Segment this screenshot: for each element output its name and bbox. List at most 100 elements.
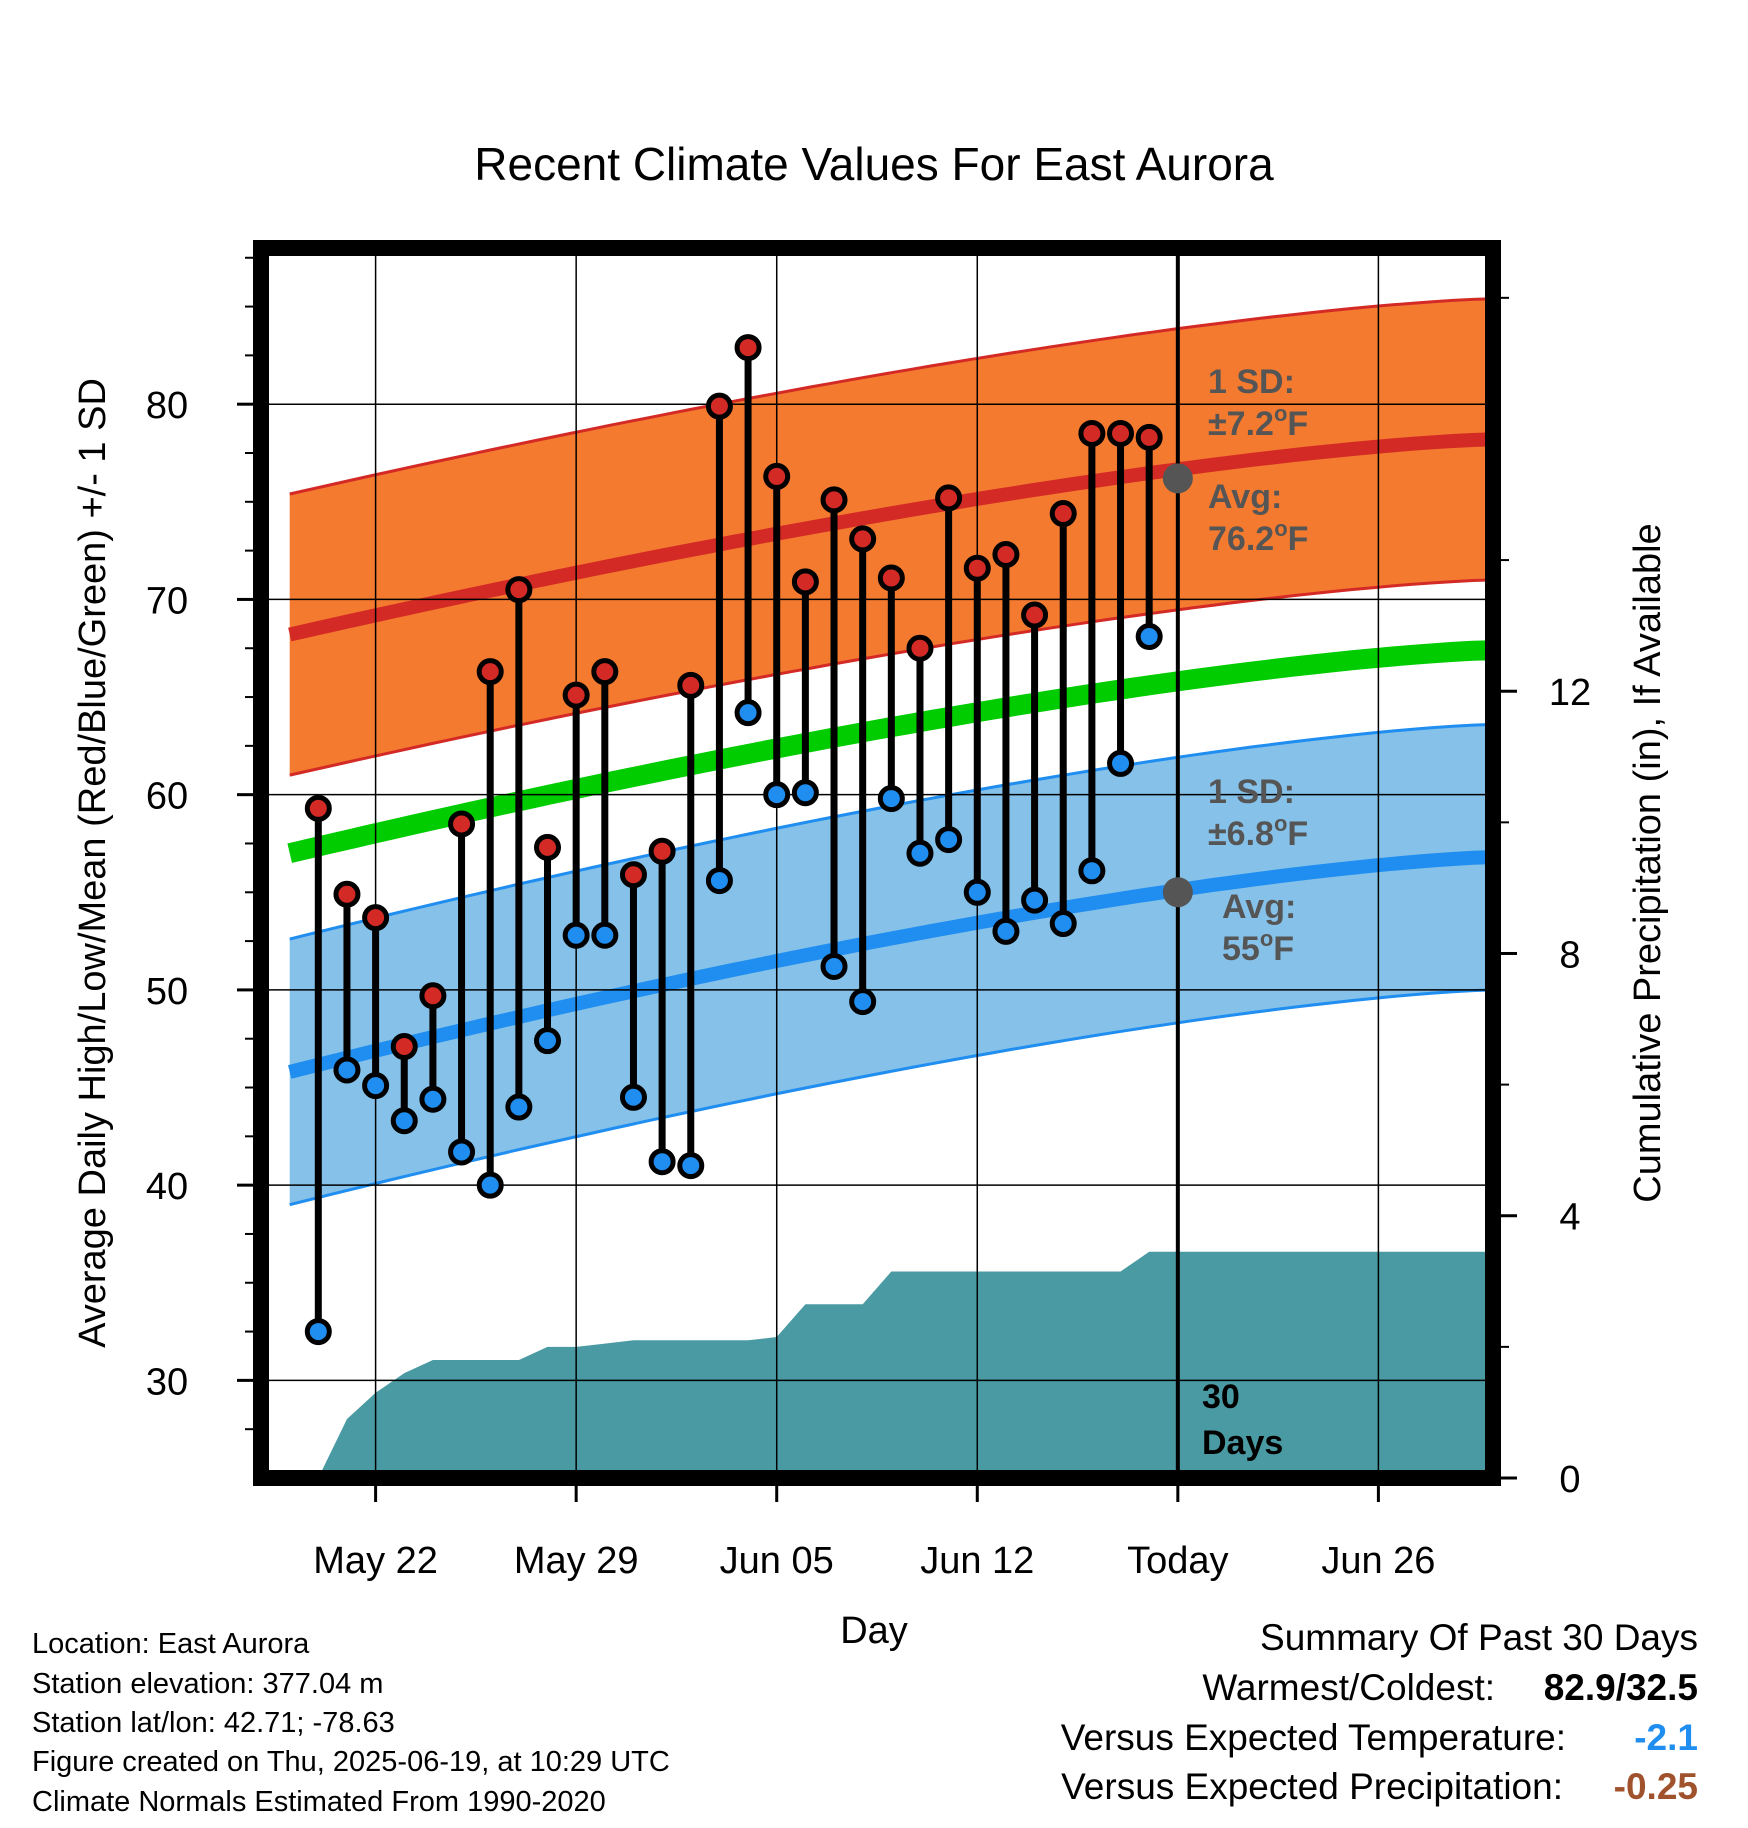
x-tick-label: May 22 (313, 1540, 438, 1582)
high-point (677, 671, 705, 699)
high-normal-band (289, 298, 1494, 776)
low-point (877, 785, 905, 813)
low-point (304, 1318, 332, 1346)
low-point (1049, 910, 1077, 938)
low-point (849, 988, 877, 1016)
low-point (505, 1093, 533, 1121)
low-point (1107, 749, 1135, 777)
high-point (734, 334, 762, 362)
high-point (476, 658, 504, 686)
low-point (963, 878, 991, 906)
low-avg-today-marker (1162, 877, 1193, 908)
low-point (935, 826, 963, 854)
high-point (648, 837, 676, 865)
high-point (1135, 423, 1163, 451)
station-elevation: Station elevation: 377.04 m (32, 1668, 383, 1700)
window-annotation: 30 Days (1202, 1378, 1283, 1462)
low-avg-text: 55oF (1222, 926, 1294, 968)
high-point (562, 681, 590, 709)
y-right-tick-label: 8 (1559, 934, 1580, 976)
plot-area (287, 297, 1494, 1478)
high-point (1107, 419, 1135, 447)
high-normal-band-upper-edge (289, 297, 1494, 496)
high-point (505, 576, 533, 604)
y-right-tick-label: 0 (1559, 1459, 1580, 1501)
low-point (562, 921, 590, 949)
high-point (906, 634, 934, 662)
high-normal-line (288, 432, 1494, 642)
x-axis-label: Day (840, 1610, 908, 1652)
axis-ticks (237, 256, 1517, 1502)
low-point (362, 1072, 390, 1100)
high-point (763, 462, 791, 490)
high-low-stems (314, 347, 1153, 1332)
x-tick-label: May 29 (514, 1540, 639, 1582)
high-point (304, 794, 332, 822)
low-point (619, 1083, 647, 1111)
low-point (677, 1152, 705, 1180)
high-point (390, 1033, 418, 1061)
high-point (591, 658, 619, 686)
chart-title: Recent Climate Values For East Aurora (474, 138, 1274, 190)
high-sd-label: 1 SD: (1208, 363, 1295, 401)
low-point (906, 839, 934, 867)
y-left-tick-label: 80 (146, 385, 188, 427)
low-point (390, 1107, 418, 1135)
window-days-number: 30 (1202, 1378, 1240, 1416)
figure-created: Figure created on Thu, 2025-06-19, at 10… (32, 1746, 670, 1778)
low-sd-text: ±6.8oF (1208, 811, 1308, 853)
high-avg-text: 76.2oF (1208, 516, 1308, 558)
high-sd-text: ±7.2oF (1208, 401, 1308, 443)
low-point (591, 921, 619, 949)
high-avg-label: Avg: (1208, 478, 1282, 516)
high-point (448, 810, 476, 838)
y-axis-left-label: Average Daily High/Low/Mean (Red/Blue/Gr… (72, 378, 114, 1348)
low-point (1021, 886, 1049, 914)
temp-departure-label: Versus Expected Temperature: (1061, 1717, 1566, 1758)
y-right-tick-label: 4 (1559, 1197, 1580, 1239)
high-point (849, 525, 877, 553)
x-tick-label: Jun 12 (920, 1540, 1034, 1582)
precipitation-area (318, 1251, 1493, 1478)
tick-labels: 30 40 50 60 70 80 0 4 8 12 May 22 May 29 Jun 05 Jun 1… (146, 385, 1591, 1582)
x-tick-label: Jun 26 (1321, 1540, 1435, 1582)
window-days-unit: Days (1202, 1424, 1283, 1462)
climate-normals: Climate Normals Estimated From 1990-2020 (32, 1786, 606, 1818)
x-tick-label: Today (1127, 1540, 1228, 1582)
high-point (791, 568, 819, 596)
station-location: Location: East Aurora (32, 1628, 310, 1660)
y-left-tick-label: 60 (146, 776, 188, 818)
high-point (935, 484, 963, 512)
temp-departure-value: -2.1 (1634, 1717, 1698, 1758)
y-left-tick-label: 50 (146, 971, 188, 1013)
high-point (705, 392, 733, 420)
low-point (992, 917, 1020, 945)
high-avg-today-marker (1162, 463, 1193, 494)
low-point (534, 1027, 562, 1055)
high-point (534, 833, 562, 861)
high-point (820, 486, 848, 514)
high-point (1049, 500, 1077, 528)
precip-departure-value: -0.25 (1614, 1766, 1698, 1807)
low-point (820, 952, 848, 980)
plot-frame (253, 240, 1501, 1486)
low-sd-label: 1 SD: (1208, 773, 1295, 811)
low-avg-label: Avg: (1222, 888, 1296, 926)
low-point (763, 781, 791, 809)
warm-cold-value: 82.9/32.5 (1544, 1667, 1698, 1708)
high-point (963, 554, 991, 582)
precip-departure-label: Versus Expected Precipitation: (1061, 1766, 1563, 1807)
low-point (476, 1171, 504, 1199)
station-latlon: Station lat/lon: 42.71; -78.63 (32, 1707, 395, 1739)
y-left-tick-label: 30 (146, 1361, 188, 1403)
high-normal-annotation: 1 SD: ±7.2oF Avg: 76.2oF (1208, 363, 1308, 558)
summary-title: Summary Of Past 30 Days (1260, 1617, 1698, 1658)
y-left-tick-label: 40 (146, 1166, 188, 1208)
high-point (619, 861, 647, 889)
low-point (333, 1056, 361, 1084)
high-point (362, 904, 390, 932)
data-points (304, 334, 1163, 1346)
y-right-tick-label: 12 (1549, 672, 1591, 714)
y-axis-right-label: Cumulative Precipitation (in), If Availa… (1627, 523, 1669, 1202)
